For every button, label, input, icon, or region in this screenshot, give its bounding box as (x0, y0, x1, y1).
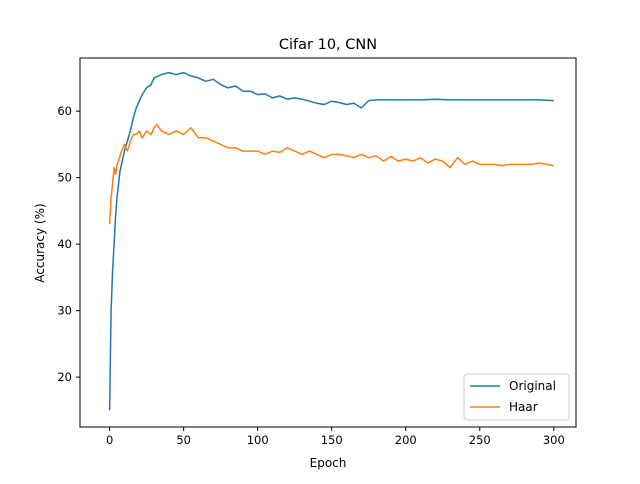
series-layer (108, 71, 554, 411)
x-tick-label: 0 (106, 433, 113, 447)
x-axis-ticks: 0 50 100 150 200 250 300 (106, 427, 565, 447)
x-tick-label: 300 (543, 433, 565, 447)
y-tick-label: 20 (57, 370, 72, 384)
y-axis-label: Accuracy (%) (33, 203, 47, 282)
x-tick-label: 200 (395, 433, 417, 447)
legend: Original Haar (463, 373, 570, 421)
chart-title: Cifar 10, CNN (279, 37, 377, 53)
x-tick-label: 50 (176, 433, 191, 447)
x-tick-label: 250 (469, 433, 491, 447)
x-tick-label: 150 (321, 433, 343, 447)
y-tick-label: 30 (57, 304, 72, 318)
x-axis-label: Epoch (310, 456, 347, 470)
plot-area-frame (79, 57, 577, 428)
series-line-haar (108, 123, 554, 225)
y-axis-ticks: 20 30 40 50 60 (57, 104, 80, 384)
y-tick-label: 40 (57, 237, 72, 251)
y-tick-label: 50 (57, 171, 72, 185)
legend-label-haar: Haar (509, 400, 538, 414)
series-line-original (108, 71, 554, 411)
legend-label-original: Original (509, 379, 556, 393)
y-tick-label: 60 (57, 104, 72, 118)
x-tick-label: 100 (247, 433, 269, 447)
